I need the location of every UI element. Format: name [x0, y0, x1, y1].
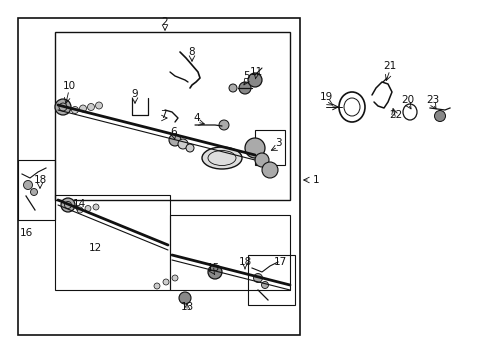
- Circle shape: [23, 180, 32, 189]
- Circle shape: [178, 139, 187, 149]
- Circle shape: [61, 198, 75, 212]
- Text: 13: 13: [180, 302, 193, 312]
- Circle shape: [207, 265, 222, 279]
- Circle shape: [77, 207, 83, 213]
- Text: 20: 20: [401, 95, 414, 105]
- Bar: [55, 195, 170, 290]
- Text: 7: 7: [160, 110, 166, 120]
- Circle shape: [55, 99, 71, 115]
- Text: 17: 17: [273, 257, 286, 267]
- Circle shape: [254, 153, 268, 167]
- Text: 1: 1: [312, 175, 319, 185]
- Circle shape: [71, 107, 79, 113]
- Bar: [170, 215, 289, 290]
- Circle shape: [261, 282, 268, 288]
- Text: 18: 18: [33, 175, 46, 185]
- Text: 19: 19: [319, 92, 332, 102]
- Circle shape: [434, 111, 445, 122]
- Text: 2: 2: [162, 17, 168, 27]
- Text: 16: 16: [20, 228, 33, 238]
- Bar: [18, 160, 55, 220]
- Circle shape: [228, 84, 237, 92]
- Bar: [247, 255, 294, 305]
- Circle shape: [179, 292, 191, 304]
- Circle shape: [154, 283, 160, 289]
- Circle shape: [163, 279, 169, 285]
- Text: 3: 3: [274, 138, 281, 148]
- Text: 8: 8: [188, 47, 195, 57]
- Text: 21: 21: [383, 61, 396, 71]
- Circle shape: [244, 138, 264, 158]
- Text: 9: 9: [131, 89, 138, 99]
- Text: 5: 5: [243, 71, 250, 81]
- Text: 10: 10: [62, 81, 76, 91]
- Circle shape: [80, 105, 86, 112]
- Text: 22: 22: [388, 110, 402, 120]
- Circle shape: [253, 274, 262, 283]
- Circle shape: [262, 162, 278, 178]
- Text: 12: 12: [88, 243, 102, 253]
- Circle shape: [247, 73, 262, 87]
- Text: 15: 15: [206, 263, 219, 273]
- Circle shape: [239, 82, 250, 94]
- Bar: [55, 32, 289, 200]
- Circle shape: [169, 134, 181, 146]
- Text: 23: 23: [426, 95, 439, 105]
- Circle shape: [93, 204, 99, 210]
- Circle shape: [172, 275, 178, 281]
- Bar: [18, 18, 299, 335]
- Circle shape: [87, 104, 94, 111]
- Bar: [254, 130, 285, 165]
- Ellipse shape: [202, 147, 242, 169]
- Text: 4: 4: [193, 113, 200, 123]
- Circle shape: [30, 189, 38, 195]
- Circle shape: [219, 120, 228, 130]
- Text: 18: 18: [238, 257, 251, 267]
- Text: 14: 14: [72, 199, 85, 209]
- Circle shape: [95, 102, 102, 109]
- Text: 11: 11: [249, 67, 262, 77]
- Text: 6: 6: [170, 127, 177, 137]
- Circle shape: [185, 144, 194, 152]
- Circle shape: [85, 206, 91, 212]
